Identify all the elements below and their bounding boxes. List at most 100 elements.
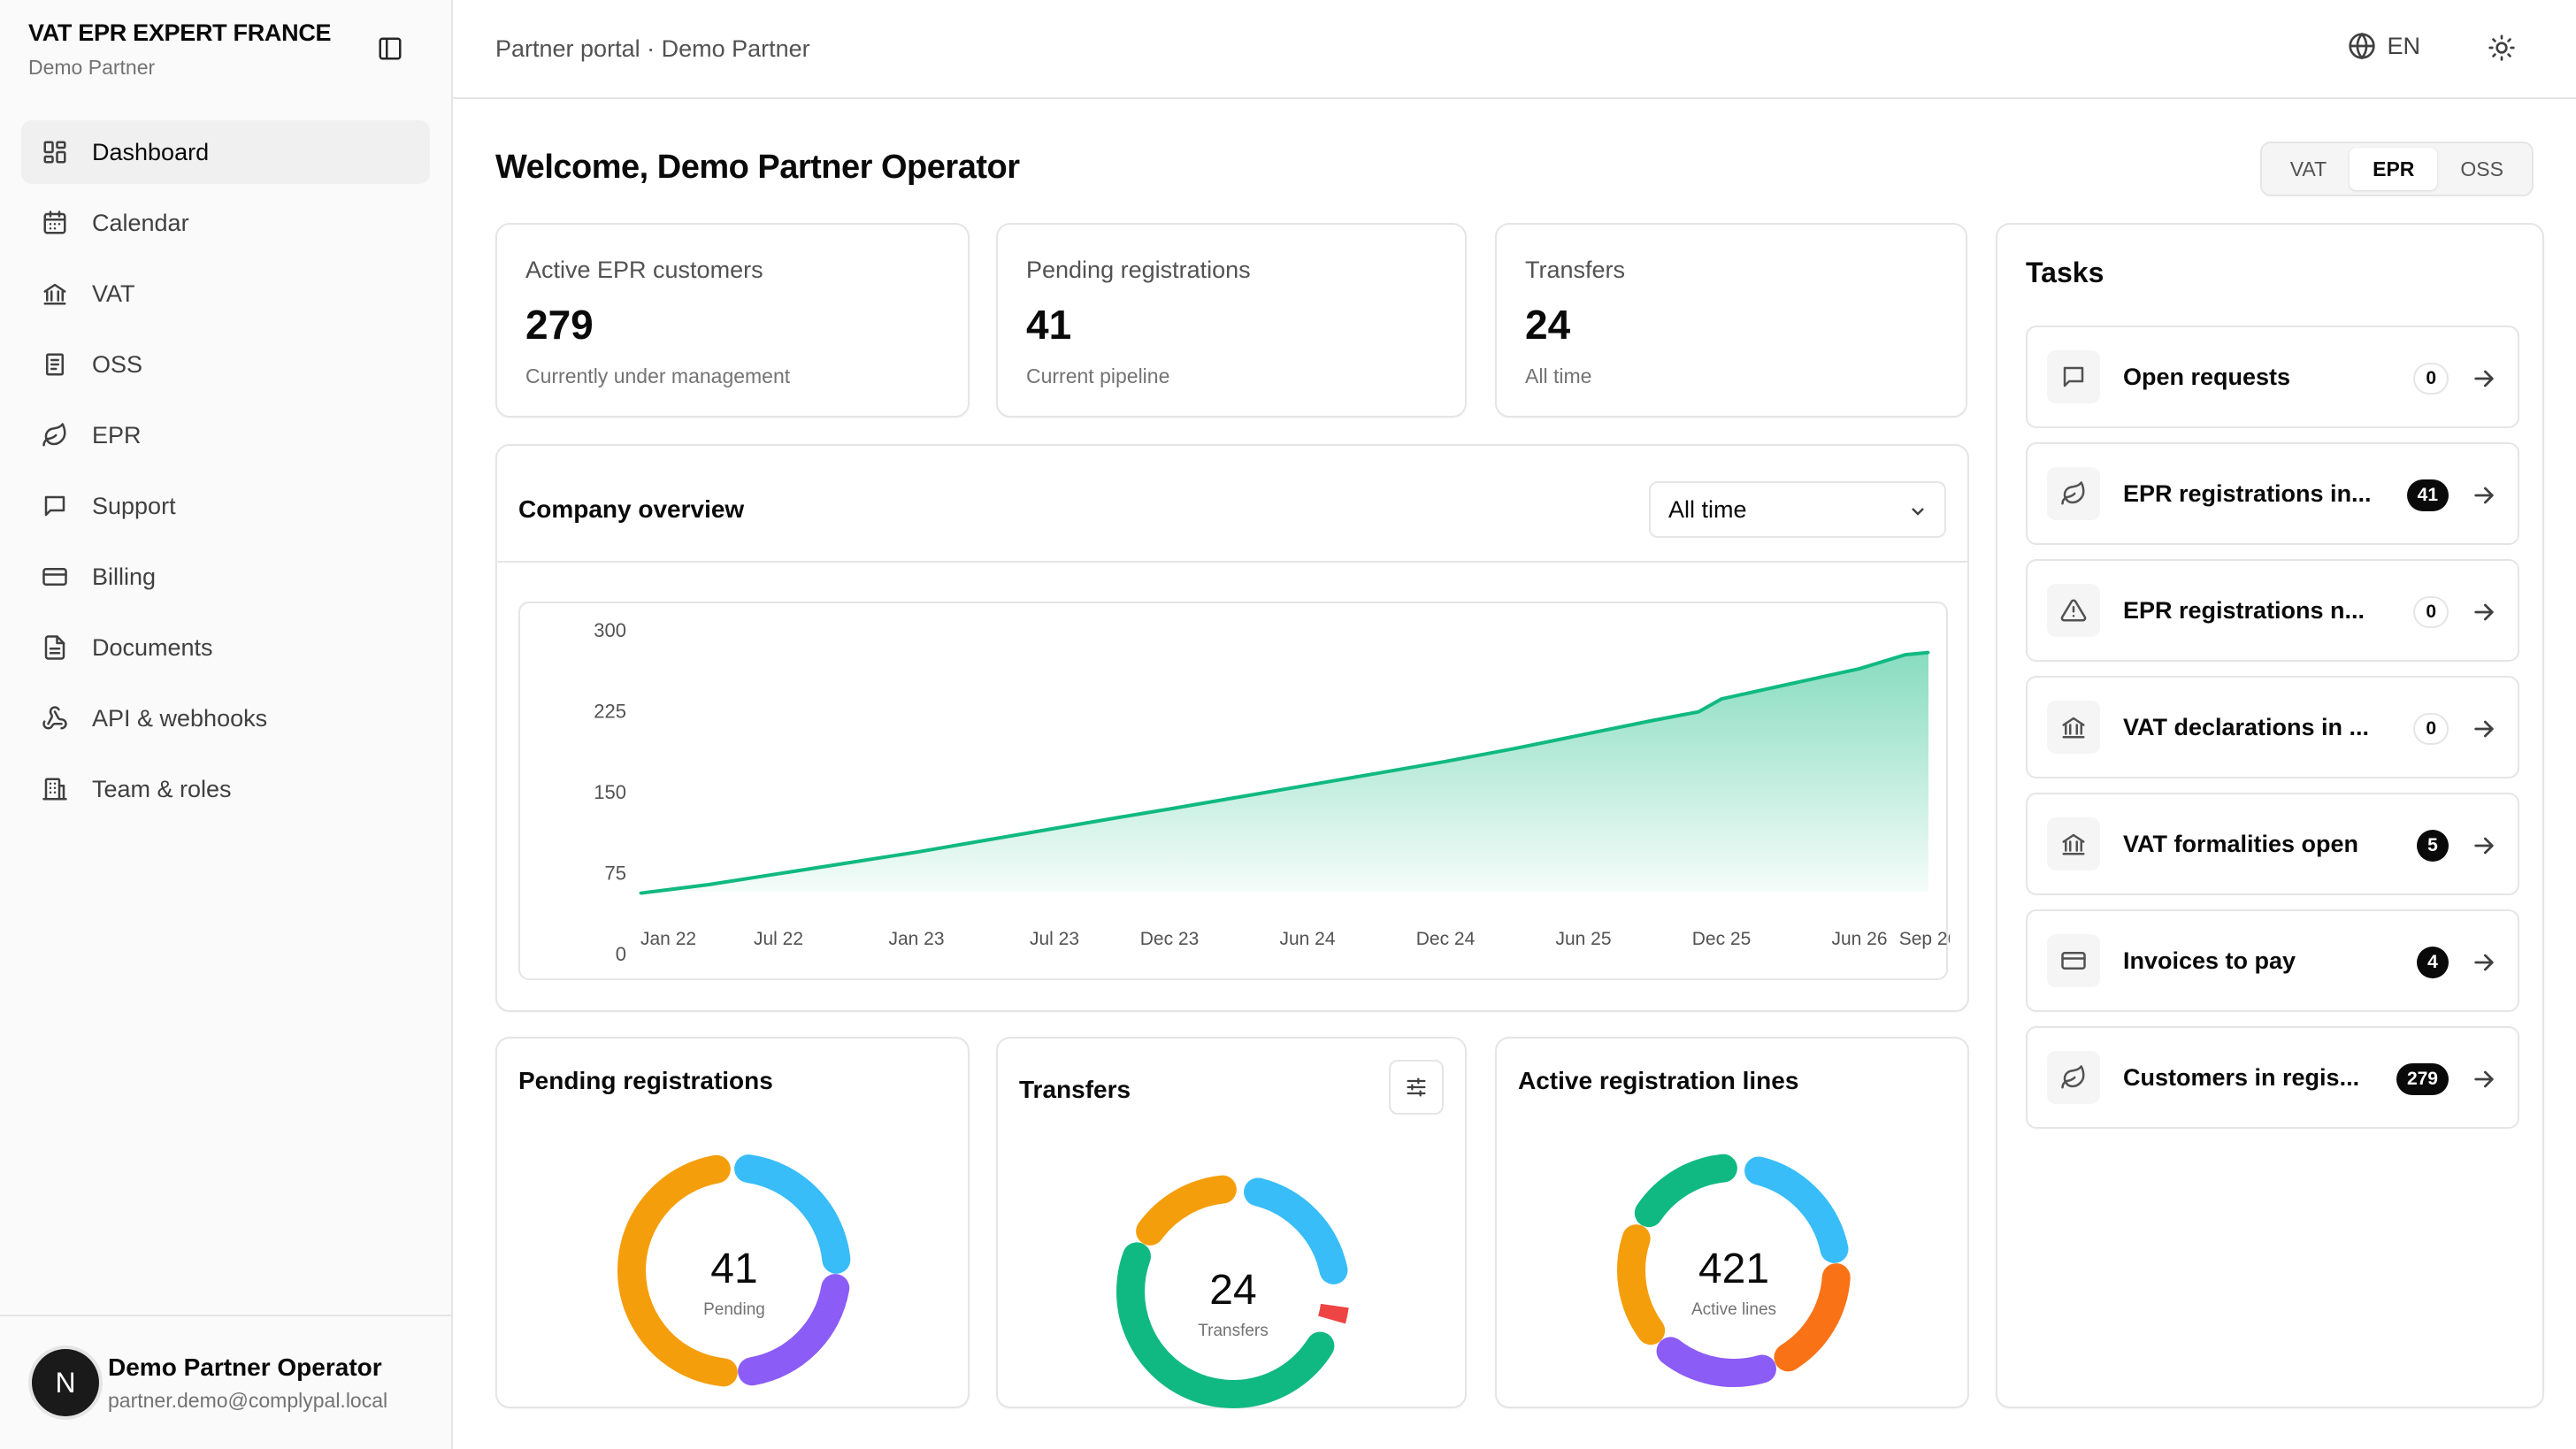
task-count-badge: 0 <box>2413 596 2449 628</box>
donut-segment-sky <box>734 1154 851 1274</box>
x-tick-label: Dec 24 <box>1416 929 1476 949</box>
chart-data-point <box>1053 826 1056 830</box>
sidebar-item-epr[interactable]: EPR <box>21 403 430 467</box>
donut-segment-amber <box>617 1154 738 1387</box>
arrow-right-icon <box>2470 948 2498 977</box>
sidebar-item-label: API & webhooks <box>92 704 268 732</box>
building-icon <box>41 775 69 803</box>
bank-icon <box>2047 701 2100 754</box>
chart-data-point <box>1582 732 1585 736</box>
task-label: Customers in regis... <box>2123 1063 2360 1091</box>
x-tick-label: Dec 23 <box>1140 929 1200 949</box>
sidebar-nav: Dashboard Calendar VAT OSS EPR Support <box>21 120 430 828</box>
breadcrumb: Partner portal · Demo Partner <box>495 34 810 62</box>
user-profile[interactable]: N Demo Partner Operator partner.demo@com… <box>0 1315 451 1449</box>
task-count-badge: 41 <box>2406 479 2449 511</box>
donut-segment-violet <box>1656 1337 1776 1387</box>
chevron-down-icon <box>1912 508 1924 516</box>
sidebar-item-team-roles[interactable]: Team & roles <box>21 757 430 821</box>
task-vat-formalities-open[interactable]: VAT formalities open 5 <box>2026 793 2519 895</box>
donut-segment-violet <box>738 1274 850 1386</box>
donut-caption: Pending <box>703 1300 765 1319</box>
y-tick-label: 0 <box>616 943 626 965</box>
sidebar-item-billing[interactable]: Billing <box>21 545 430 609</box>
bank-icon <box>41 280 69 308</box>
task-epr-registrations-in-progress[interactable]: EPR registrations in... 41 <box>2026 442 2519 545</box>
overview-divider <box>497 561 1967 563</box>
task-epr-registrations-needing-attention[interactable]: EPR registrations n... 0 <box>2026 559 2519 662</box>
chart-data-point <box>1444 760 1447 763</box>
sidebar-item-api-webhooks[interactable]: API & webhooks <box>21 686 430 750</box>
sidebar-item-documents[interactable]: Documents <box>21 616 430 679</box>
sidebar-item-oss[interactable]: OSS <box>21 333 430 396</box>
chart-data-point <box>1697 710 1700 714</box>
leaf-icon <box>2047 1051 2100 1104</box>
stat-subtext: All time <box>1525 364 1592 387</box>
donut-value: 41 <box>710 1246 757 1292</box>
sidebar-item-calendar[interactable]: Calendar <box>21 191 430 255</box>
donut-segment-orange <box>1774 1263 1851 1372</box>
chart-data-point <box>1858 667 1861 671</box>
sidebar-toggle-button[interactable] <box>375 34 405 64</box>
chart-data-point <box>1720 697 1723 701</box>
active-lines-donut-chart: 421 Active lines <box>1617 1154 1851 1387</box>
segment-vat[interactable]: VAT <box>2289 157 2327 180</box>
task-invoices-to-pay[interactable]: Invoices to pay 4 <box>2026 909 2519 1012</box>
sidebar-item-support[interactable]: Support <box>21 474 430 538</box>
x-tick-label: Jun 24 <box>1279 929 1335 949</box>
task-count-badge: 4 <box>2417 947 2449 978</box>
overview-area-chart: 0 75 150 225 300 Jan 22 Jul 22 Jan 23 Jul 23 Dec… <box>594 619 1958 965</box>
sidebar-item-vat[interactable]: VAT <box>21 262 430 326</box>
chart-data-point <box>1237 795 1240 799</box>
chart-data-point <box>1375 771 1378 775</box>
sidebar-panel-icon <box>379 37 402 60</box>
brand: VAT EPR EXPERT FRANCE Demo Partner <box>28 19 332 80</box>
task-label: Invoices to pay <box>2123 947 2296 974</box>
language-switcher[interactable]: EN <box>2348 32 2420 60</box>
sidebar: VAT EPR EXPERT FRANCE Demo Partner Dashb… <box>0 0 453 1449</box>
chart-data-point <box>984 839 987 842</box>
task-open-requests[interactable]: Open requests 0 <box>2026 326 2519 428</box>
arrow-right-icon <box>2470 364 2498 393</box>
donut-segment-red <box>1318 1303 1349 1324</box>
theme-toggle-button[interactable] <box>2488 34 2519 65</box>
sidebar-item-label: Support <box>92 492 176 519</box>
segment-oss[interactable]: OSS <box>2460 157 2503 180</box>
donut-card-transfers: Transfers 24 Transfers <box>996 1037 1467 1408</box>
task-customers-in-registration[interactable]: Customers in regis... 279 <box>2026 1026 2519 1129</box>
calendar-icon <box>41 209 69 237</box>
avatar: N <box>32 1349 99 1416</box>
task-label: EPR registrations n... <box>2123 596 2365 624</box>
time-range-select[interactable]: All time <box>1649 481 1946 538</box>
chart-data-point <box>1168 808 1171 811</box>
receipt-icon <box>41 350 69 379</box>
page-title: Welcome, Demo Partner Operator <box>495 149 1020 186</box>
arrow-right-icon <box>2470 715 2498 743</box>
transfers-filter-button[interactable] <box>1389 1060 1444 1115</box>
brand-title: VAT EPR EXPERT FRANCE <box>28 19 332 46</box>
message-icon <box>41 492 69 520</box>
chart-data-point <box>639 892 642 895</box>
task-label: VAT declarations in ... <box>2123 713 2370 740</box>
globe-icon <box>2349 32 2376 60</box>
task-label: EPR registrations in... <box>2123 479 2372 507</box>
chart-data-point <box>1651 718 1654 722</box>
sidebar-item-dashboard[interactable]: Dashboard <box>21 120 430 184</box>
language-label: EN <box>2387 32 2420 59</box>
sidebar-item-label: Documents <box>92 633 213 661</box>
stat-label: Pending registrations <box>1026 257 1251 283</box>
leaf-icon <box>41 421 69 449</box>
donut-segment-green <box>1634 1154 1737 1228</box>
donut-segment-amber <box>1617 1224 1666 1346</box>
webhook-icon <box>41 704 69 732</box>
sidebar-item-label: Team & roles <box>92 775 232 802</box>
y-tick-label: 300 <box>594 619 626 641</box>
task-vat-declarations[interactable]: VAT declarations in ... 0 <box>2026 676 2519 778</box>
main-content: Partner portal · Demo Partner EN Welcome… <box>453 0 2576 1449</box>
segment-epr[interactable]: EPR <box>2350 148 2438 190</box>
stat-value: 279 <box>525 302 594 348</box>
x-tick-label: Jun 25 <box>1555 929 1611 949</box>
task-count-badge: 5 <box>2417 830 2449 862</box>
x-tick-label: Sep 26 <box>1899 929 1950 949</box>
card-icon <box>2047 934 2100 987</box>
